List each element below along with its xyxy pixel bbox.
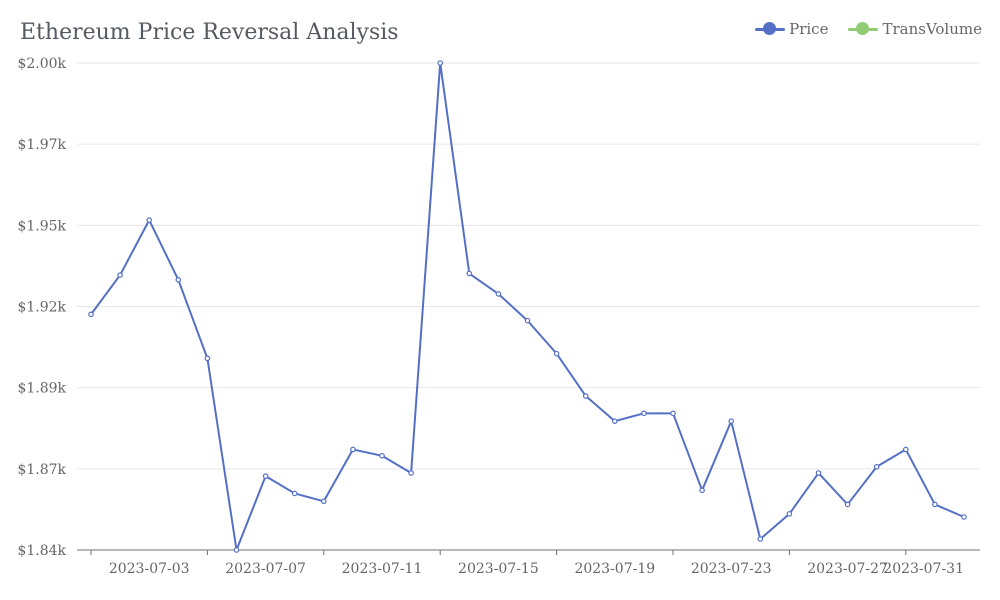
data-point: [262, 473, 269, 479]
x-tick-label: 2023-07-23: [691, 561, 772, 577]
x-tick-label: 2023-07-07: [225, 561, 306, 577]
data-point: [553, 350, 560, 357]
data-point: [204, 355, 211, 362]
legend-marker-price: [755, 22, 786, 36]
data-point: [786, 511, 793, 517]
legend-label-price: Price: [789, 20, 829, 38]
y-tick-label: $1.89k: [17, 381, 66, 397]
data-point: [611, 418, 618, 424]
x-tick-label: 2023-07-03: [109, 561, 190, 577]
data-point: [350, 446, 356, 453]
data-point: [466, 270, 473, 277]
x-tick-label: 2023-07-19: [574, 561, 655, 577]
y-tick-label: $1.92k: [17, 300, 66, 316]
data-point: [699, 487, 705, 494]
x-tick-label: 2023-07-31: [883, 561, 964, 577]
data-point: [815, 470, 822, 476]
data-point: [728, 418, 735, 424]
y-tick-label: $1.87k: [17, 462, 66, 478]
data-point: [873, 463, 880, 470]
data-point: [379, 452, 385, 459]
data-point: [233, 547, 240, 553]
data-point: [88, 311, 94, 318]
data-point: [320, 498, 327, 505]
data-point: [757, 536, 764, 542]
legend-item-price[interactable]: Price: [755, 20, 828, 38]
y-tick-label: $1.84k: [17, 543, 66, 559]
y-tick-label: $1.95k: [17, 218, 66, 234]
data-point: [641, 410, 647, 417]
data-point: [524, 317, 531, 324]
legend-label-transvolume: TransVolume: [882, 20, 982, 38]
legend-item-transvolume[interactable]: TransVolume: [848, 20, 982, 38]
data-point: [902, 446, 909, 453]
x-tick-label: 2023-07-11: [342, 561, 423, 577]
chart-title: Ethereum Price Reversal Analysis: [20, 20, 399, 45]
legend: Price TransVolume: [755, 20, 982, 38]
data-point: [437, 60, 444, 66]
data-point: [117, 272, 123, 278]
data-point: [932, 501, 938, 508]
data-point: [291, 490, 298, 497]
data-point: [146, 217, 153, 223]
x-tick-label: 2023-07-27: [807, 561, 888, 577]
data-point: [175, 276, 182, 283]
y-tick-label: $2.00k: [17, 56, 66, 72]
y-tick-label: $1.97k: [17, 137, 66, 153]
x-tick-label: 2023-07-15: [458, 561, 539, 577]
data-point: [495, 291, 502, 297]
data-point: [961, 514, 967, 520]
data-point: [582, 393, 589, 399]
legend-marker-transvolume: [848, 22, 879, 36]
data-point: [408, 470, 414, 476]
data-point: [670, 410, 676, 417]
data-point: [844, 501, 851, 508]
